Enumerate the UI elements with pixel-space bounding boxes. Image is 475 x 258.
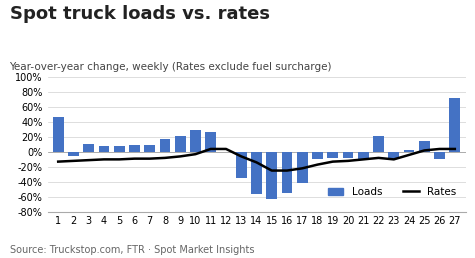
Bar <box>434 152 445 159</box>
Bar <box>160 139 171 152</box>
Bar <box>251 152 262 195</box>
Bar <box>419 141 430 152</box>
Bar <box>236 152 247 178</box>
Bar <box>312 152 323 159</box>
Bar <box>342 152 353 158</box>
Bar <box>114 146 124 152</box>
Bar <box>129 145 140 152</box>
Bar <box>449 98 460 152</box>
Bar <box>190 130 201 152</box>
Bar <box>358 152 369 159</box>
Bar <box>144 145 155 152</box>
Bar <box>68 152 79 156</box>
Bar <box>327 152 338 158</box>
Bar <box>389 152 399 159</box>
Bar <box>373 136 384 152</box>
Bar <box>297 152 308 183</box>
Text: Source: Truckstop.com, FTR · Spot Market Insights: Source: Truckstop.com, FTR · Spot Market… <box>10 245 254 255</box>
Bar <box>282 152 292 193</box>
Bar <box>99 146 109 152</box>
Bar <box>83 144 94 152</box>
Bar <box>404 150 414 152</box>
Legend: Loads, Rates: Loads, Rates <box>323 183 460 201</box>
Text: Spot truck loads vs. rates: Spot truck loads vs. rates <box>10 5 269 23</box>
Bar <box>175 135 186 152</box>
Bar <box>205 132 216 152</box>
Bar <box>266 152 277 199</box>
Text: Year-over-year change, weekly (Rates exclude fuel surcharge): Year-over-year change, weekly (Rates exc… <box>10 62 332 72</box>
Bar <box>53 117 64 152</box>
